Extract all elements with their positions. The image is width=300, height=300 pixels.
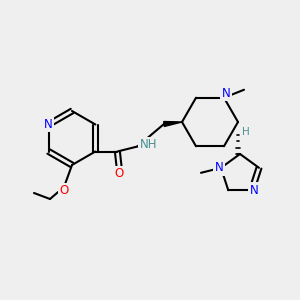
Text: H: H [242,127,250,137]
Text: N: N [44,118,53,131]
Text: N: N [249,184,258,197]
Text: NH: NH [140,138,157,151]
Polygon shape [164,122,182,127]
Text: O: O [59,184,69,197]
Text: O: O [115,167,124,180]
Text: N: N [214,161,224,174]
Text: N: N [222,87,230,100]
